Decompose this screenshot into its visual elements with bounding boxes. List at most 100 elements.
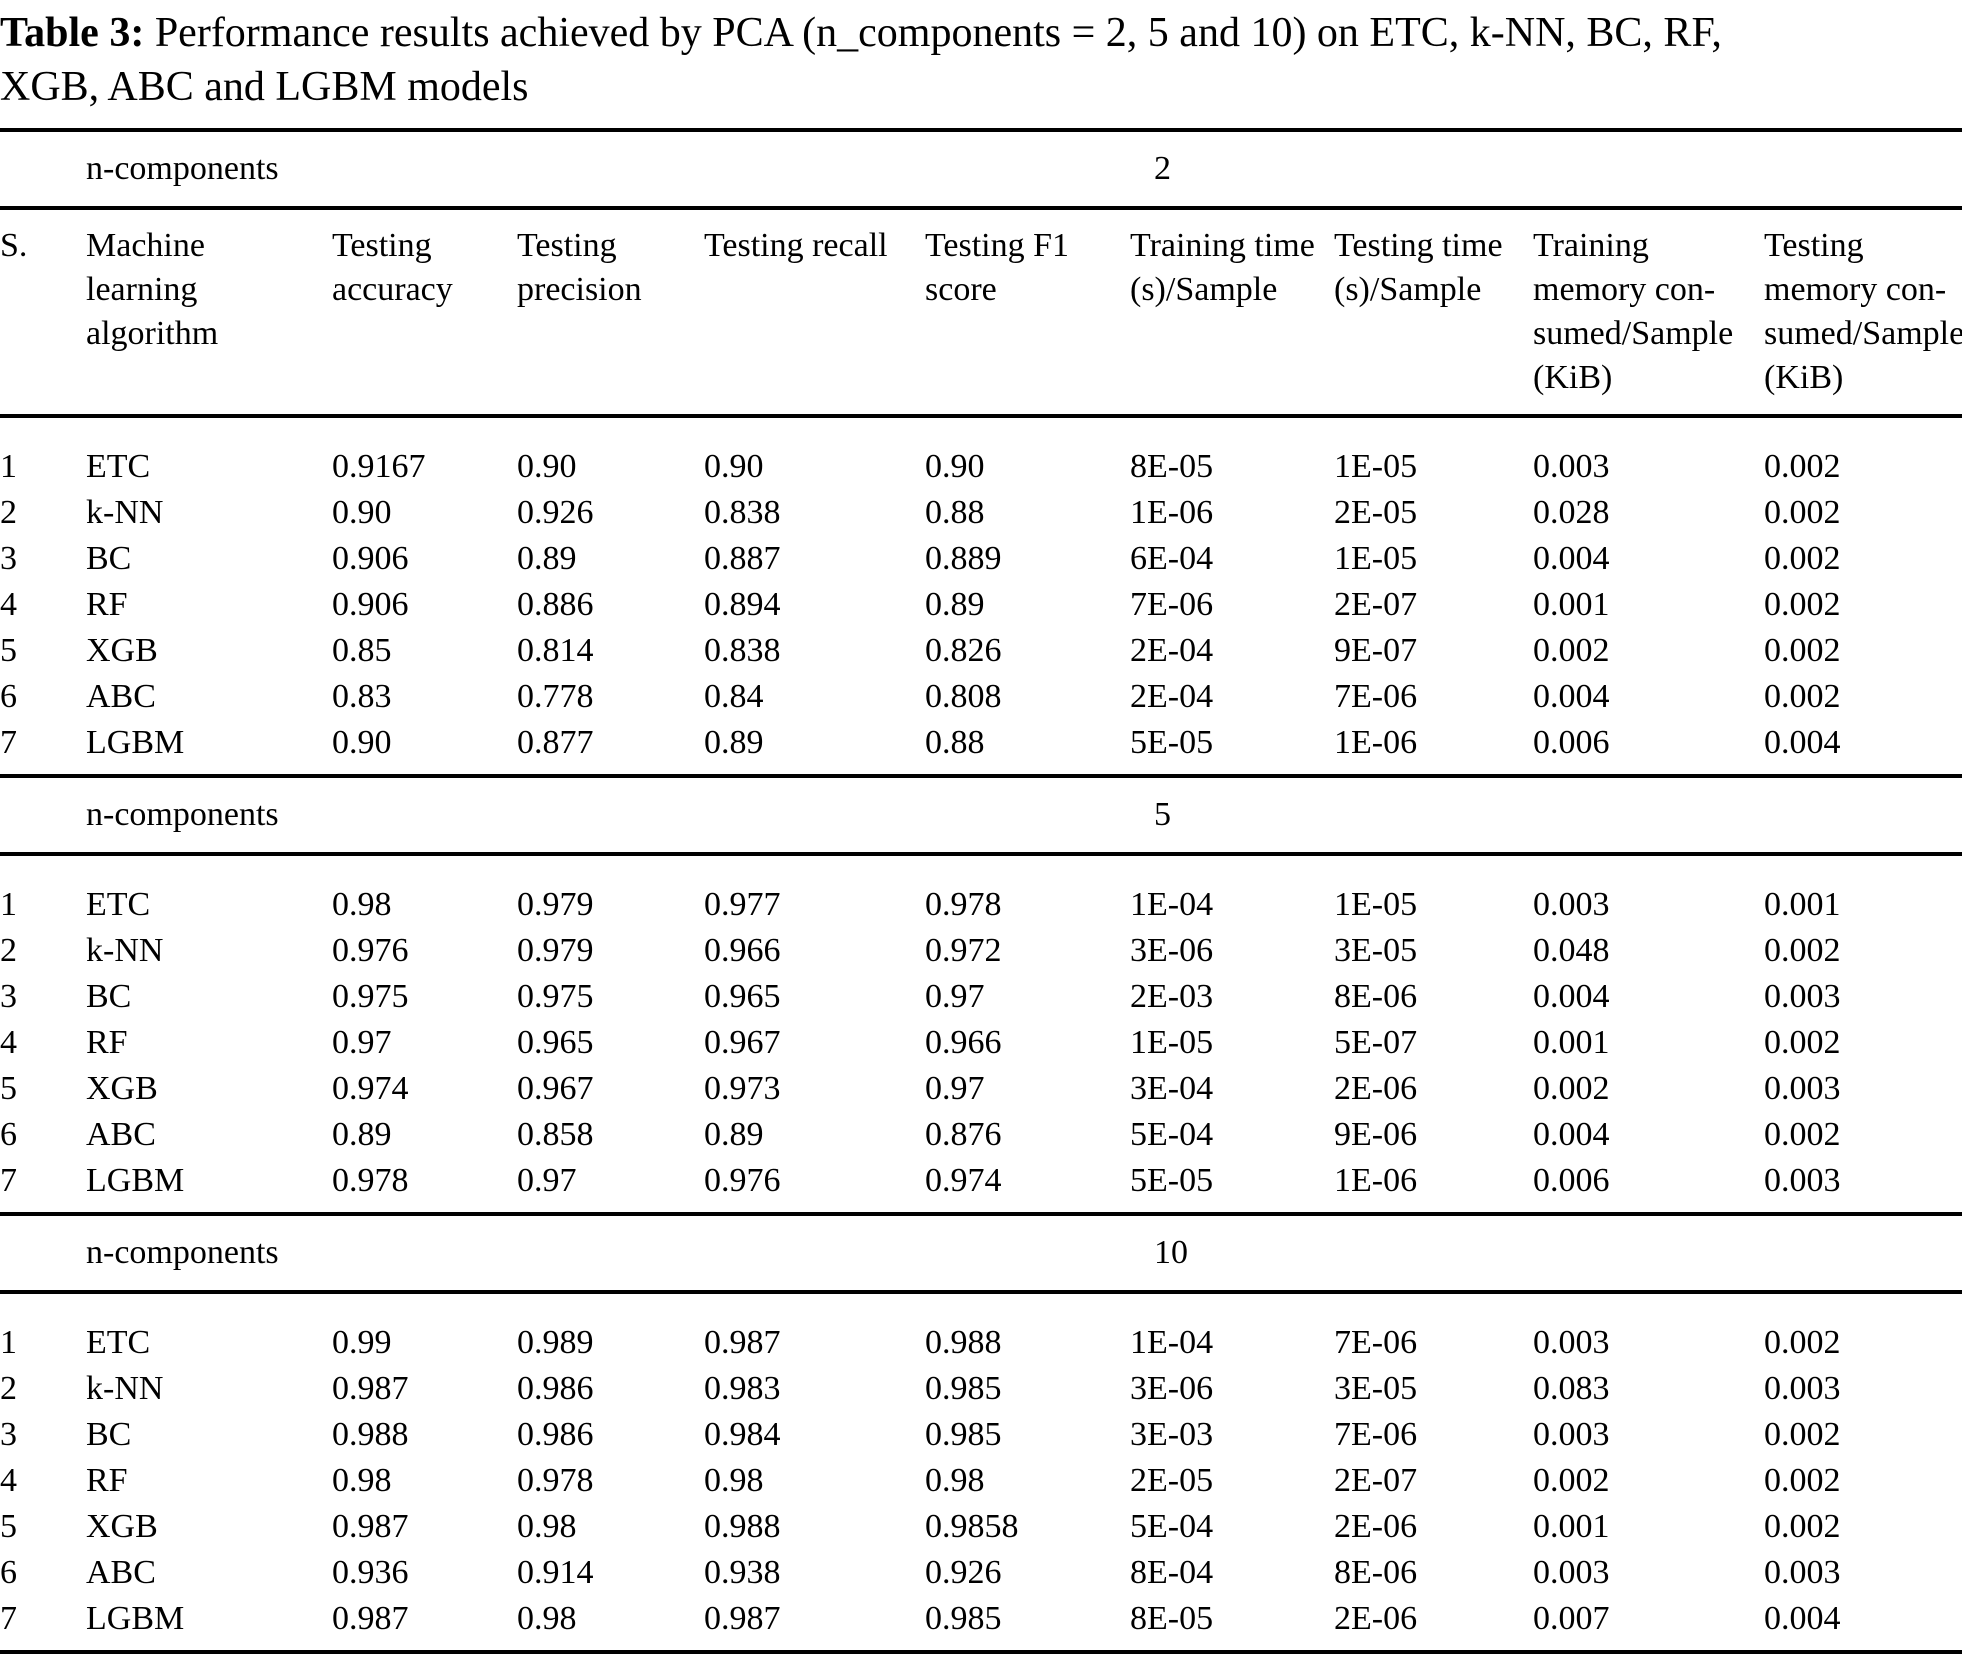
table-row: 4 RF 0.906 0.886 0.894 0.89 7E-06 2E-07 0.001 0.0… [0,582,1962,628]
row-index: 3 [0,1416,17,1453]
table-rule [0,852,1962,856]
algorithm-name: BC [86,978,132,1015]
table-cell: 0.978 [925,886,1002,923]
table-cell: 0.88 [925,494,985,531]
column-header-cell: Testing F1 score [925,227,1070,308]
table-cell: 0.003 [1533,1554,1610,1591]
table-cell: 7E-06 [1130,586,1214,623]
table-cell: 0.004 [1533,978,1610,1015]
table-cell: 0.003 [1764,978,1841,1015]
table-cell: 0.97 [925,978,985,1015]
column-header-cell: Training memory con- sumed/Sample (KiB) [1533,227,1734,396]
table-cell: 0.926 [517,494,594,531]
table-cell: 8E-05 [1130,1600,1214,1637]
table-cell: 0.858 [517,1116,594,1153]
table-cell: 9E-06 [1334,1116,1418,1153]
table-cell: 0.976 [704,1162,781,1199]
table-cell: 0.966 [704,932,781,969]
table-cell: 9E-07 [1334,632,1418,669]
table-cell: 0.979 [517,932,594,969]
algorithm-name: k-NN [86,1370,164,1407]
table-cell: 0.007 [1533,1600,1610,1637]
table-cell: 0.98 [704,1462,764,1499]
table-cell: 8E-06 [1334,1554,1418,1591]
table-cell: 5E-04 [1130,1116,1214,1153]
table-cell: 1E-04 [1130,1324,1214,1361]
table-cell: 0.985 [925,1600,1002,1637]
table-cell: 3E-04 [1130,1070,1214,1107]
table-cell: 0.002 [1533,632,1610,669]
table-cell: 0.083 [1533,1370,1610,1407]
row-index: 4 [0,1024,17,1061]
table-cell: 3E-05 [1334,932,1418,969]
table-cell: 1E-05 [1130,1024,1214,1061]
group-header-label: n-components [86,1234,279,1271]
table-cell: 0.028 [1533,494,1610,531]
table-row: 6 ABC 0.83 0.778 0.84 0.808 2E-04 7E-06 0.004 0.0… [0,674,1962,720]
table-cell: 2E-04 [1130,632,1214,669]
table-cell: 0.003 [1533,1324,1610,1361]
table-cell: 8E-04 [1130,1554,1214,1591]
table-cell: 1E-05 [1334,886,1418,923]
table-cell: 0.97 [517,1162,577,1199]
table-cell: 1E-05 [1334,448,1418,485]
table-cell: 0.004 [1533,678,1610,715]
table-cell: 0.004 [1533,540,1610,577]
row-index: 7 [0,724,17,761]
table-rule [0,128,1962,132]
table-cell: 0.967 [704,1024,781,1061]
table-cell: 0.887 [704,540,781,577]
row-index: 6 [0,678,17,715]
column-header-cell: Testing recall [704,227,888,264]
column-header-cell: S. [0,227,28,264]
table-cell: 0.88 [925,724,985,761]
table-rule [0,414,1962,418]
table-cell: 0.003 [1533,1416,1610,1453]
table-cell: 0.987 [332,1370,409,1407]
table-row: 3 BC 0.988 0.986 0.984 0.985 3E-03 7E-06 0.003 0.… [0,1412,1962,1458]
table-cell: 0.986 [517,1370,594,1407]
algorithm-name: XGB [86,1508,158,1545]
table-cell: 0.001 [1533,1508,1610,1545]
row-index: 1 [0,1324,17,1361]
algorithm-name: XGB [86,1070,158,1107]
row-index: 5 [0,632,17,669]
column-header-cell: Testing accuracy [332,227,453,308]
n-components-value: 2 [1154,150,1171,187]
table-cell: 0.002 [1764,540,1841,577]
table-cell: 0.89 [332,1116,392,1153]
table-cell: 0.972 [925,932,1002,969]
table-cell: 7E-06 [1334,1416,1418,1453]
table-cell: 0.99 [332,1324,392,1361]
table-cell: 0.965 [517,1024,594,1061]
table-cell: 0.808 [925,678,1002,715]
table-row: 7 LGBM 0.978 0.97 0.976 0.974 5E-05 1E-06 0.006 0… [0,1158,1962,1204]
table-cell: 0.826 [925,632,1002,669]
table-rule [0,774,1962,778]
table-cell: 0.002 [1764,1324,1841,1361]
column-header-cell: Testing precision [517,227,642,308]
table-cell: 0.002 [1533,1070,1610,1107]
table-cell: 0.89 [704,1116,764,1153]
table-cell: 0.936 [332,1554,409,1591]
table-cell: 0.989 [517,1324,594,1361]
table-section: 1 ETC 0.98 0.979 0.977 0.978 1E-04 1E-05 0.003 0.… [0,856,1962,1212]
row-index: 7 [0,1600,17,1637]
table-cell: 0.002 [1764,932,1841,969]
table-cell: 0.984 [704,1416,781,1453]
table-cell: 0.894 [704,586,781,623]
table-row: 7 LGBM 0.987 0.98 0.987 0.985 8E-05 2E-06 0.007 0… [0,1596,1962,1642]
table-row: 3 BC 0.975 0.975 0.965 0.97 2E-03 8E-06 0.004 0.0… [0,974,1962,1020]
table-cell: 0.98 [517,1508,577,1545]
table-cell: 0.98 [332,1462,392,1499]
table-cell: 0.90 [517,448,577,485]
algorithm-name: LGBM [86,724,185,761]
algorithm-name: ABC [86,1554,156,1591]
row-index: 4 [0,1462,17,1499]
table-cell: 3E-03 [1130,1416,1214,1453]
table-cell: 0.98 [332,886,392,923]
table-cell: 0.814 [517,632,594,669]
table-cell: 1E-06 [1130,494,1214,531]
table-row: 5 XGB 0.974 0.967 0.973 0.97 3E-04 2E-06 0.002 0.… [0,1066,1962,1112]
